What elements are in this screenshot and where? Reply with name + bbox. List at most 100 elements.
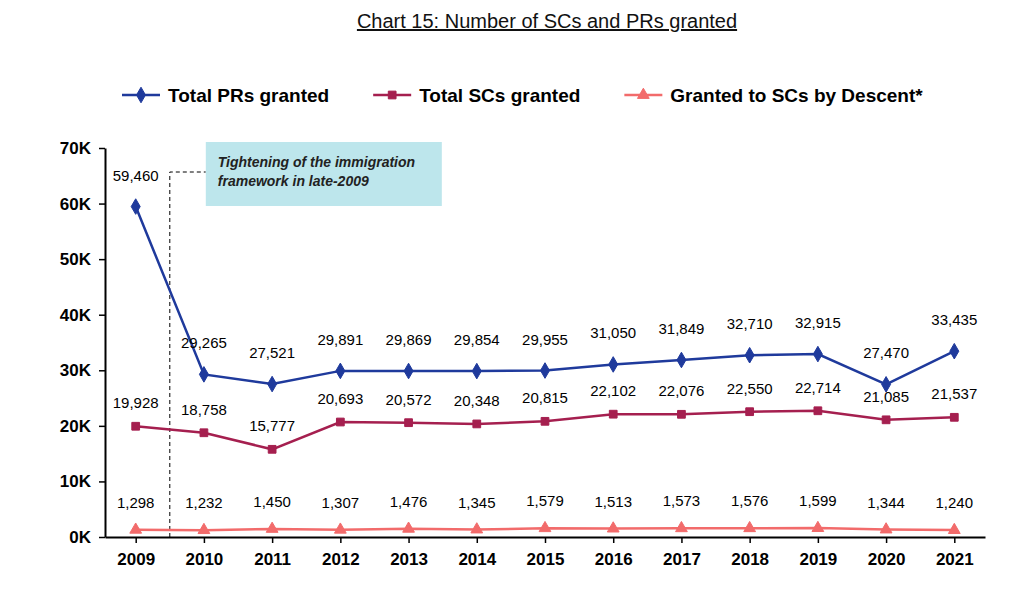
series-marker — [678, 410, 686, 418]
data-label: 33,435 — [931, 311, 977, 328]
data-label: 27,521 — [249, 344, 295, 361]
series-marker — [541, 417, 549, 425]
y-axis: 0K 10K 20K 30K 40K 50K 60K 70K — [60, 139, 106, 547]
series-marker — [609, 357, 618, 373]
x-tick-label: 2019 — [799, 550, 837, 569]
series-marker — [813, 346, 822, 362]
series-marker — [132, 422, 140, 430]
data-label: 29,869 — [386, 331, 432, 348]
legend-marker — [388, 91, 396, 99]
data-label: 32,710 — [727, 315, 773, 332]
series-marker — [948, 523, 960, 533]
series-marker — [745, 347, 754, 363]
y-tick: 70K — [60, 139, 105, 158]
y-tick-label: 20K — [60, 417, 92, 436]
x-tick: 2014 — [458, 537, 496, 569]
data-label: 22,076 — [658, 382, 704, 399]
data-label: 1,232 — [185, 494, 223, 511]
data-label: 1,576 — [731, 492, 769, 509]
series-marker — [266, 522, 278, 532]
plot-area — [130, 199, 960, 534]
series-marker — [882, 416, 890, 424]
y-tick: 60K — [60, 195, 105, 214]
x-tick-label: 2018 — [731, 550, 769, 569]
y-tick-mark — [99, 481, 105, 483]
x-tick-label: 2016 — [595, 550, 633, 569]
series-marker — [746, 408, 754, 416]
legend-item: Total PRs granted — [122, 85, 329, 106]
x-tick: 2009 — [117, 537, 155, 569]
x-tick-mark — [204, 537, 206, 543]
y-tick: 50K — [60, 250, 105, 269]
y-tick: 10K — [60, 472, 105, 491]
y-tick: 0K — [69, 528, 105, 547]
chart-title: Chart 15: Number of SCs and PRs granted — [357, 10, 737, 32]
x-tick-mark — [477, 537, 479, 543]
x-tick: 2017 — [663, 537, 701, 569]
x-tick-label: 2020 — [868, 550, 906, 569]
data-label: 31,849 — [658, 320, 704, 337]
series-marker — [471, 523, 483, 533]
annotation: Tightening of the immigrationframework i… — [170, 142, 442, 537]
data-label: 29,891 — [317, 331, 363, 348]
x-tick-mark — [954, 537, 956, 543]
series-marker — [130, 523, 142, 533]
x-tick: 2012 — [322, 537, 360, 569]
legend-marker — [137, 87, 146, 103]
data-label: 20,693 — [317, 390, 363, 407]
x-tick: 2011 — [254, 537, 291, 569]
x-tick-mark — [749, 537, 751, 543]
series-marker — [336, 363, 345, 379]
x-tick: 2015 — [527, 537, 565, 569]
x-tick-mark — [613, 537, 615, 543]
y-tick: 20K — [60, 417, 105, 436]
y-tick-mark — [99, 203, 105, 205]
series-marker — [200, 429, 208, 437]
data-label: 1,240 — [936, 494, 974, 511]
data-label: 21,085 — [863, 388, 909, 405]
data-label: 29,265 — [181, 334, 227, 351]
series-marker — [609, 410, 617, 418]
data-label: 1,298 — [117, 494, 155, 511]
series-marker — [268, 445, 276, 453]
y-tick-label: 0K — [69, 528, 91, 547]
series-marker — [405, 419, 413, 427]
series-marker — [473, 420, 481, 428]
data-label: 1,599 — [799, 492, 837, 509]
series-marker — [131, 199, 140, 215]
chart-container: Chart 15: Number of SCs and PRs granted 0… — [0, 0, 1024, 591]
series-marker — [268, 376, 277, 392]
y-tick-mark — [99, 426, 105, 428]
x-tick-label: 2014 — [458, 550, 496, 569]
x-tick-mark — [681, 537, 683, 543]
series-line — [136, 411, 955, 450]
x-tick-mark — [408, 537, 410, 543]
legend-label: Total PRs granted — [168, 85, 329, 106]
y-tick-label: 40K — [60, 306, 92, 325]
x-tick-label: 2015 — [527, 550, 565, 569]
series-marker — [404, 363, 413, 379]
data-label: 32,915 — [795, 314, 841, 331]
series-marker — [539, 521, 551, 531]
series-marker — [880, 523, 892, 533]
legend-item: Total SCs granted — [373, 85, 580, 106]
x-tick-label: 2021 — [936, 550, 974, 569]
data-label: 1,579 — [526, 492, 564, 509]
series-marker — [403, 522, 415, 532]
series-marker — [336, 418, 344, 426]
x-tick-mark — [272, 537, 274, 543]
chart-svg: Chart 15: Number of SCs and PRs granted 0… — [0, 0, 1024, 591]
y-tick-label: 30K — [60, 361, 92, 380]
y-tick-mark — [99, 370, 105, 372]
data-label: 1,513 — [594, 493, 632, 510]
data-label: 1,450 — [253, 493, 291, 510]
y-tick-mark — [99, 537, 105, 539]
legend-label: Granted to SCs by Descent* — [670, 85, 923, 106]
y-tick-mark — [99, 314, 105, 316]
annotation-text: Tightening of the immigrationframework i… — [218, 154, 415, 189]
y-tick-label: 10K — [60, 472, 92, 491]
x-tick-mark — [818, 537, 820, 543]
data-label: 59,460 — [113, 167, 159, 184]
data-label: 22,550 — [727, 380, 773, 397]
y-tick-label: 70K — [60, 139, 92, 158]
